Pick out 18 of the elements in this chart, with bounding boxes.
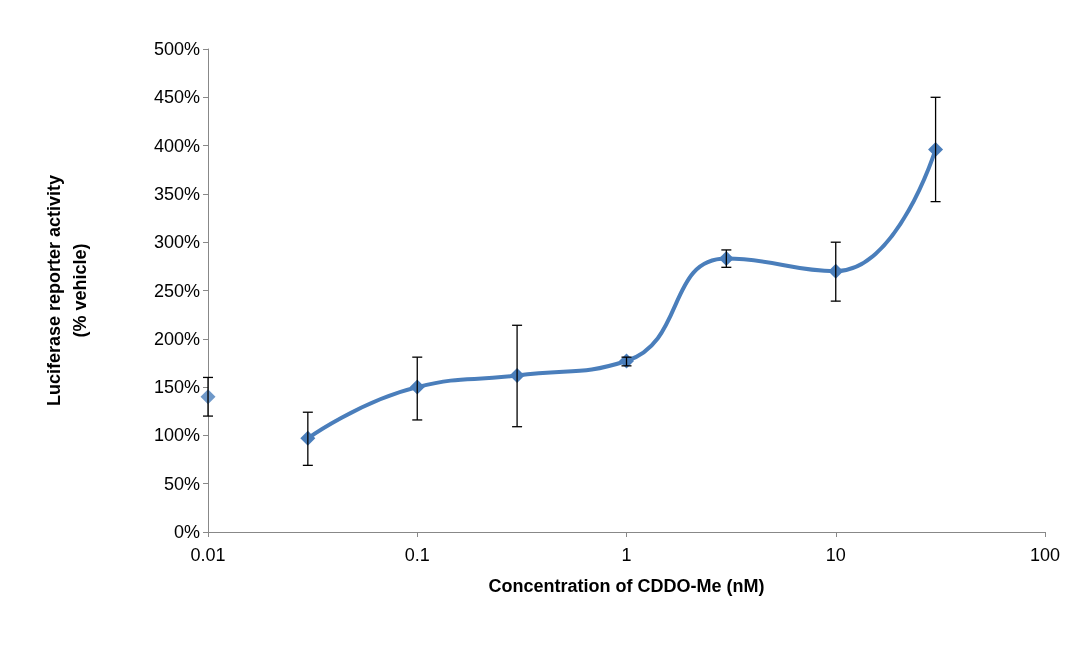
y-tick-label: 200% [153,328,200,349]
y-tick-label: 250% [153,280,200,301]
x-tick-label: 0.01 [190,545,226,565]
x-tick-label: 1 [621,545,632,565]
y-tick-label: 350% [153,183,200,204]
x-tick-label: 100 [1029,545,1061,565]
x-tick-label: 0.1 [404,545,430,565]
y-tick-label: 150% [153,377,200,398]
y-tick-label: 500% [153,39,200,59]
y-tick-label: 400% [153,135,200,156]
y-tick-label: 50% [163,473,200,494]
y-tick-label: 0% [173,522,200,542]
y-tick-label: 450% [153,87,200,108]
x-tick-label: 10 [825,545,846,565]
y-tick-label: 300% [153,232,200,253]
y-tick-label: 100% [153,425,200,446]
y-axis-title: Luciferase reporter activity (% vehicle) [44,174,90,407]
x-axis-title: Concentration of CDDO-Me (nM) [488,576,765,596]
